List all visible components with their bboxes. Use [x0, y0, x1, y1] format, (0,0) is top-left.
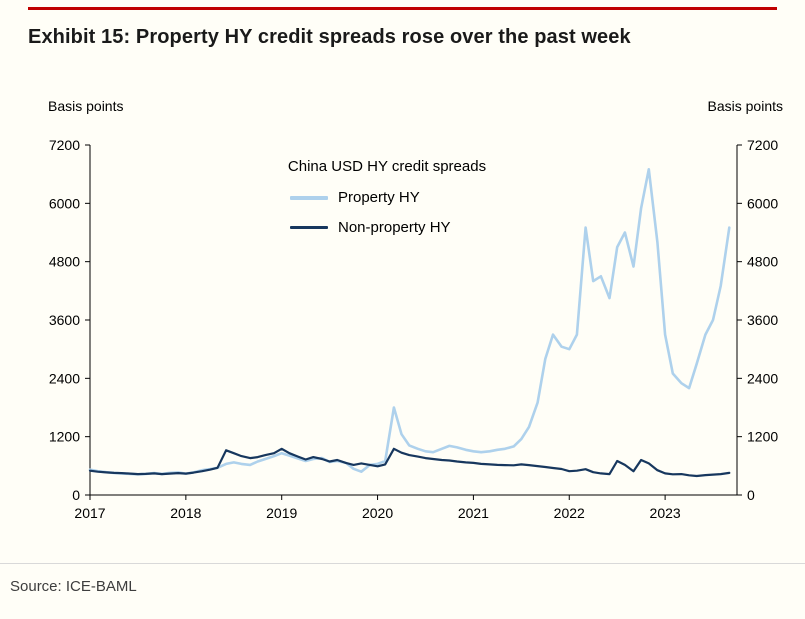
- svg-text:0: 0: [747, 487, 755, 503]
- svg-text:3600: 3600: [49, 312, 80, 328]
- svg-text:0: 0: [72, 487, 80, 503]
- chart-area: 0 0 1200 1200 2400 2400 3600 3600 4800 4800 6000 60…: [0, 120, 805, 540]
- credit-spreads-chart: 0 0 1200 1200 2400 2400 3600 3600 4800 4800 6000 60…: [49, 137, 779, 521]
- svg-text:7200: 7200: [49, 137, 80, 153]
- axis-unit-right: Basis points: [707, 98, 783, 114]
- legend-label-non-property-hy: Non-property HY: [338, 219, 451, 236]
- legend-item-property-hy: Property HY: [290, 189, 512, 206]
- legend-title: China USD HY credit spreads: [287, 158, 487, 175]
- accent-bar: [28, 7, 777, 10]
- svg-text:2020: 2020: [362, 505, 393, 521]
- axis-unit-left: Basis points: [48, 98, 124, 114]
- svg-text:6000: 6000: [49, 195, 80, 211]
- svg-text:2018: 2018: [170, 505, 201, 521]
- svg-text:2400: 2400: [747, 370, 778, 386]
- svg-text:4800: 4800: [49, 254, 80, 270]
- non-property-hy-line-swatch: [290, 226, 328, 229]
- source-text: Source: ICE-BAML: [10, 578, 137, 595]
- svg-text:4800: 4800: [747, 254, 778, 270]
- source-divider: [0, 563, 805, 564]
- svg-text:2023: 2023: [650, 505, 681, 521]
- svg-text:2017: 2017: [74, 505, 105, 521]
- svg-text:2022: 2022: [554, 505, 585, 521]
- svg-text:6000: 6000: [747, 195, 778, 211]
- svg-text:7200: 7200: [747, 137, 778, 153]
- legend-label-property-hy: Property HY: [338, 189, 420, 206]
- svg-text:1200: 1200: [747, 429, 778, 445]
- svg-text:2019: 2019: [266, 505, 297, 521]
- legend-item-non-property-hy: Non-property HY: [290, 219, 512, 236]
- svg-text:2400: 2400: [49, 370, 80, 386]
- svg-text:1200: 1200: [49, 429, 80, 445]
- exhibit-title: Exhibit 15: Property HY credit spreads r…: [28, 26, 631, 48]
- property-hy-line-swatch: [290, 195, 328, 200]
- svg-text:3600: 3600: [747, 312, 778, 328]
- svg-text:2021: 2021: [458, 505, 489, 521]
- chart-legend: China USD HY credit spreads Property HY …: [262, 158, 512, 249]
